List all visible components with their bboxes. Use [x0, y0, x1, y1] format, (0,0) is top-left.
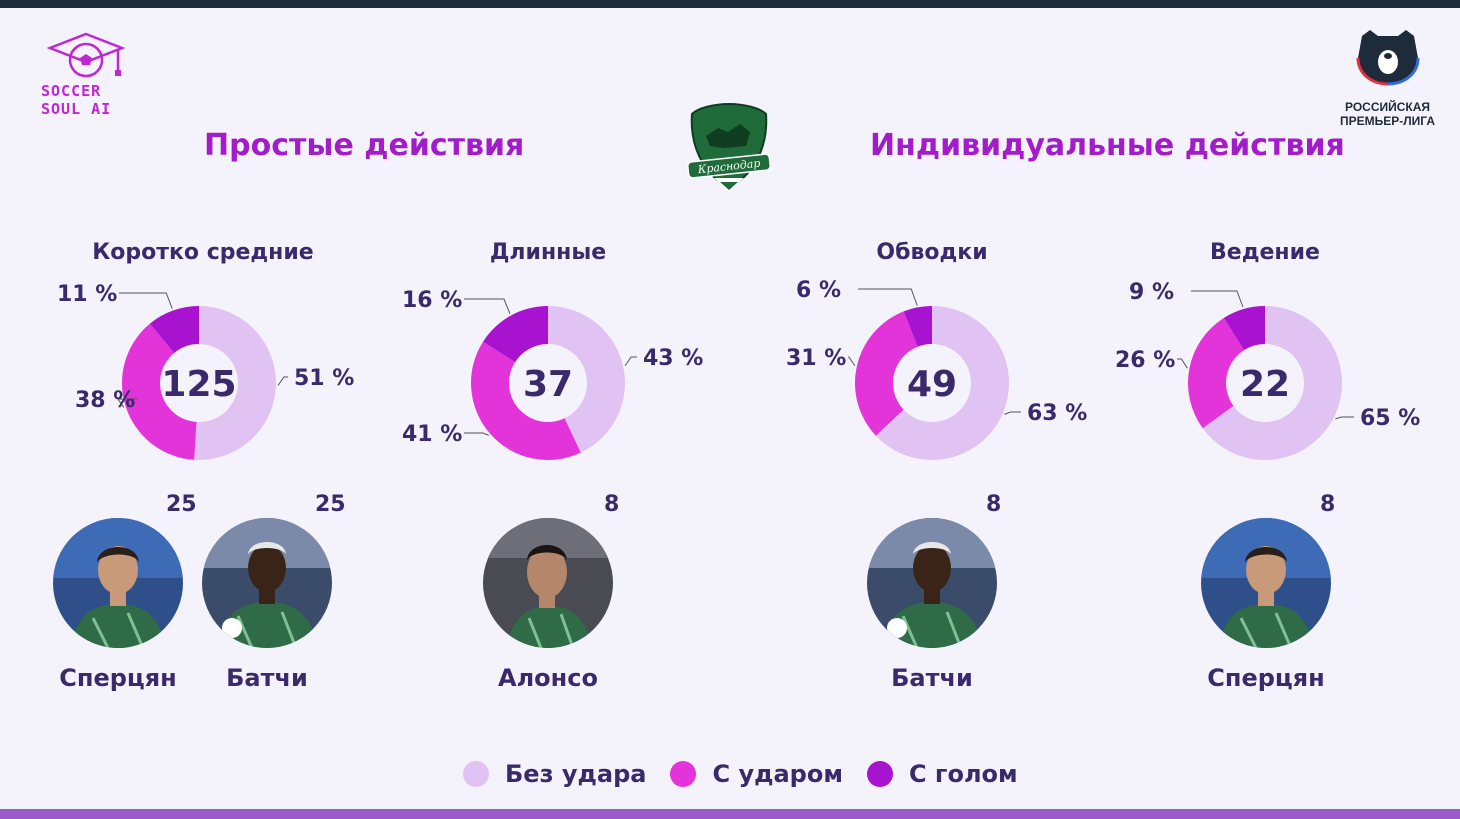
donut-total: 22	[1240, 364, 1290, 405]
donut-total: 37	[523, 364, 573, 405]
leader-line	[464, 298, 511, 314]
slice-percent-label: 38 %	[75, 388, 135, 413]
player-card: 25 Сперцян	[48, 492, 197, 692]
donut-slice	[855, 311, 918, 436]
chart-title-long: Длинные	[489, 240, 607, 265]
brand-name-line2: SOUL AI	[41, 100, 112, 118]
player-name: Батчи	[891, 664, 973, 692]
player-card: 8 Алонсо	[478, 492, 619, 692]
brand-logo: SOCCER SOUL AI	[36, 30, 136, 118]
legend-item-with-shot: С ударом	[670, 760, 843, 788]
donut-slice	[121, 323, 197, 460]
slice-percent-label: 41 %	[402, 422, 462, 447]
player-name: Сперцян	[59, 664, 177, 692]
donut-total: 125	[161, 364, 236, 405]
league-name-line1: РОССИЙСКАЯ	[1344, 100, 1431, 114]
player-card: 25 Батчи	[197, 492, 346, 692]
leader-line	[624, 356, 637, 367]
chart-title-short-medium: Коротко средние	[92, 240, 314, 265]
donut-slice	[875, 306, 1010, 461]
krasnodar-crest-icon: Краснодар	[687, 102, 771, 192]
soccer-ball-cap-icon	[46, 32, 126, 78]
legend-label: С голом	[908, 760, 1018, 788]
brand-name-line1: SOCCER	[41, 82, 102, 100]
legend-item-with-goal: С голом	[866, 760, 1018, 788]
slice-percent-label: 11 %	[57, 282, 117, 307]
donut-slice	[1188, 317, 1245, 429]
legend-label: Без удара	[505, 760, 647, 788]
top-bar	[0, 0, 1460, 8]
player-count: 8	[604, 492, 620, 517]
league-name-line2: ПРЕМЬЕР-ЛИГА	[1339, 114, 1435, 128]
league-logo: РОССИЙСКАЯ ПРЕМЬЕР-ЛИГА	[1330, 26, 1445, 128]
leader-line	[116, 398, 137, 408]
legend: Без удара С ударом С голом	[463, 760, 1042, 788]
leader-line	[464, 432, 489, 436]
player-photo	[867, 518, 997, 648]
slice-percent-label: 16 %	[402, 288, 462, 313]
slice-percent-label: 63 %	[1027, 401, 1087, 426]
bear-icon	[1356, 30, 1419, 86]
legend-dot	[866, 761, 893, 787]
player-photo	[53, 518, 183, 648]
legend-item-no-shot: Без удара	[463, 760, 646, 788]
donut-slice	[903, 306, 932, 347]
player-count: 8	[986, 492, 1002, 517]
legend-label: С ударом	[712, 760, 843, 788]
donut-slice	[548, 306, 626, 453]
chart-title-dribbles: Обводки	[876, 240, 988, 265]
section-title-simple: Простые действия	[204, 128, 525, 163]
player-count: 25	[166, 492, 197, 517]
slice-percent-label: 6 %	[796, 278, 841, 303]
bottom-bar	[0, 809, 1460, 819]
slice-percent-label: 31 %	[786, 346, 846, 371]
donut-total: 49	[907, 364, 957, 405]
donut-slice	[470, 341, 581, 461]
slice-percent-label: 43 %	[643, 346, 703, 371]
slice-percent-label: 9 %	[1129, 280, 1174, 305]
donut-slice	[482, 306, 548, 363]
donut-slice	[1223, 306, 1265, 351]
slice-percent-label: 51 %	[294, 366, 354, 391]
legend-dot	[670, 761, 697, 787]
player-name: Алонсо	[498, 664, 598, 692]
donut-slice	[149, 306, 199, 353]
donut-slice	[194, 306, 277, 460]
player-photo	[1201, 518, 1331, 648]
chart-title-carrying: Ведение	[1210, 240, 1320, 265]
player-card: 8 Сперцян	[1196, 492, 1336, 692]
club-logo: Краснодар	[684, 102, 774, 200]
player-count: 8	[1320, 492, 1336, 517]
player-photo	[483, 518, 613, 648]
player-photo	[202, 518, 332, 648]
player-name: Батчи	[226, 664, 308, 692]
leader-line	[848, 356, 856, 367]
slice-percent-label: 26 %	[1115, 348, 1175, 373]
leader-line	[1004, 411, 1021, 415]
section-title-individual: Индивидуальные действия	[870, 128, 1345, 163]
donut-slice	[1202, 306, 1343, 460]
player-card: 8 Батчи	[862, 492, 1002, 692]
leader-line	[1335, 416, 1354, 420]
legend-dot	[463, 761, 489, 787]
player-name: Сперцян	[1207, 664, 1325, 692]
slice-percent-label: 65 %	[1360, 406, 1420, 431]
leader-line	[858, 288, 918, 306]
leader-line	[119, 292, 173, 309]
leader-line	[1191, 290, 1244, 308]
leader-line	[1177, 358, 1188, 369]
player-count: 25	[315, 492, 346, 517]
leader-line	[277, 376, 288, 386]
